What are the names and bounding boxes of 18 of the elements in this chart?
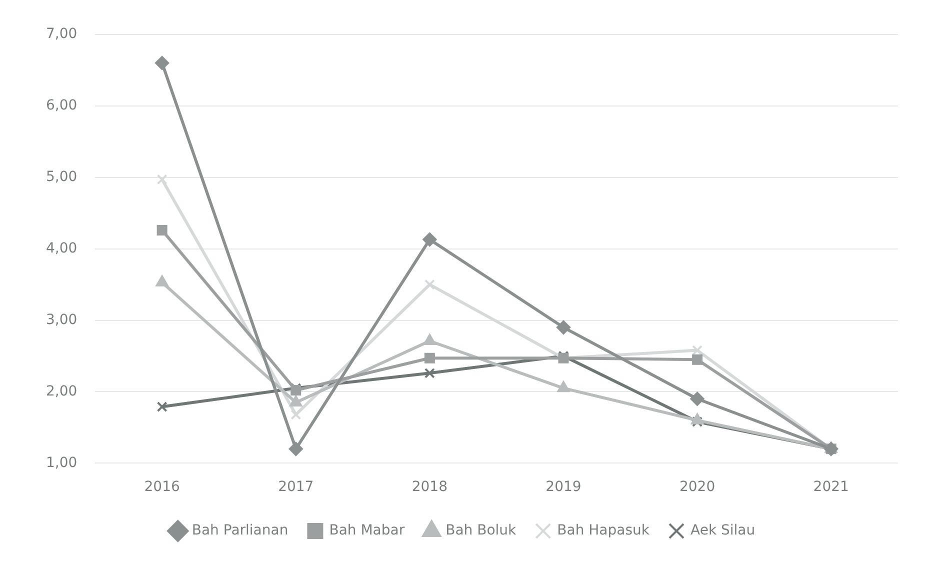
y-tick-label: 3,00 <box>46 312 78 328</box>
y-tick-label: 5,00 <box>46 168 78 185</box>
x-tick-label: 2021 <box>813 479 849 496</box>
x-tick-label: 2019 <box>546 479 582 496</box>
x-tick-label: 2017 <box>278 479 314 496</box>
legend-label: Bah Boluk <box>446 522 518 539</box>
y-tick-label: 7,00 <box>46 26 78 42</box>
x-tick-label: 2016 <box>144 479 180 496</box>
legend-label: Bah Mabar <box>329 522 405 539</box>
y-tick-label: 1,00 <box>46 454 78 471</box>
x-tick-label: 2020 <box>679 479 716 496</box>
y-tick-label: 4,00 <box>46 240 78 256</box>
x-tick-label: 2018 <box>412 479 448 496</box>
legend-label: Bah Parlianan <box>192 522 288 539</box>
y-tick-label: 6,00 <box>46 98 78 114</box>
y-tick-label: 2,00 <box>46 383 78 400</box>
legend-label: Bah Hapasuk <box>557 522 650 539</box>
legend-label: Aek Silau <box>690 522 756 539</box>
